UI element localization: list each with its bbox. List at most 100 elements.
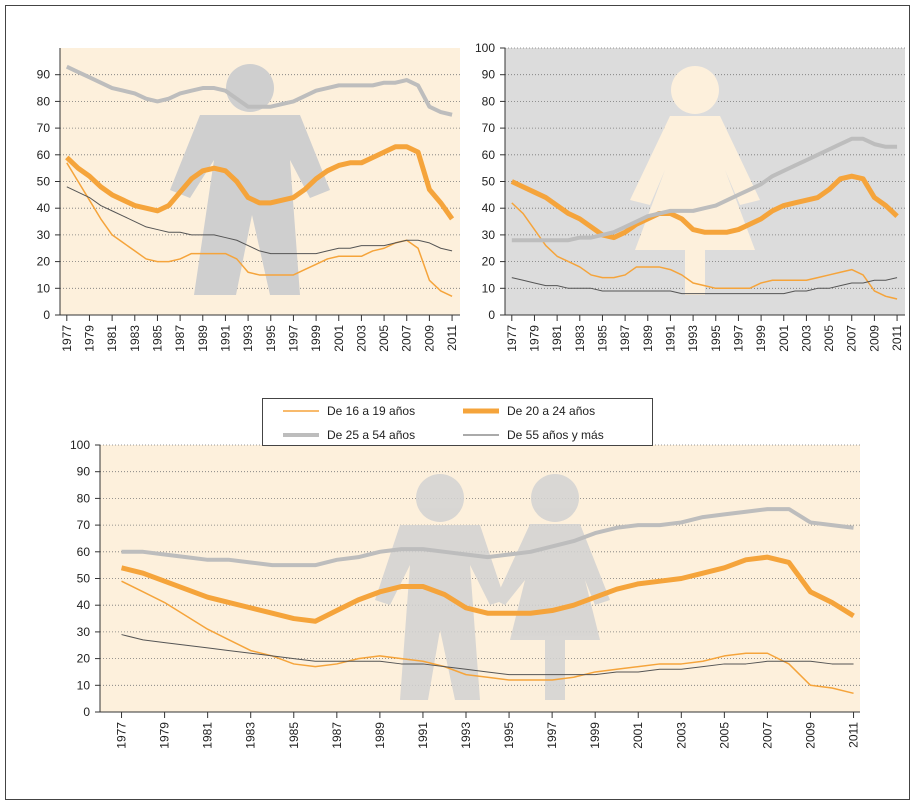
x-tick-label: 2011 [890,325,904,351]
y-tick-label: 0 [43,308,50,322]
x-tick-label: 1999 [588,722,602,749]
y-tick-label: 10 [77,678,91,692]
y-tick-label: 80 [482,94,496,108]
series-line [121,507,854,568]
x-tick-label: 1993 [686,325,700,352]
y-tick-label: 40 [482,201,496,215]
x-tick-label: 2005 [377,325,391,352]
x-tick-label: 2007 [760,722,774,749]
x-tick-label: 1977 [505,325,519,352]
x-tick-label: 1981 [550,325,564,352]
x-tick-label: 2007 [400,325,414,352]
y-tick-label: 20 [37,255,51,269]
series-line [65,144,455,221]
y-tick-label: 10 [37,281,51,295]
y-tick-label: 60 [77,545,91,559]
y-tick-label: 40 [77,598,91,612]
y-tick-label: 50 [482,175,496,189]
x-tick-label: 1977 [115,722,129,749]
x-tick-label: 1985 [595,325,609,352]
legend: De 16 a 19 años De 20 a 24 años De 25 a 54… [283,404,604,442]
series-line [511,202,898,300]
y-tick-label: 50 [77,572,91,586]
x-tick-label: 2001 [777,325,791,352]
x-tick-label: 1997 [731,325,745,352]
x-tick-label: 1991 [663,325,677,352]
legend-label: De 25 a 54 años [327,428,415,442]
y-tick-label: 30 [482,228,496,242]
x-tick-label: 1997 [545,722,559,749]
series-line [65,64,453,117]
x-tick-label: 2011 [445,325,459,351]
x-tick-label: 1987 [618,325,632,352]
x-tick-label: 2007 [845,325,859,352]
x-tick-label: 2009 [867,325,881,352]
y-tick-label: 30 [77,625,91,639]
x-tick-label: 1995 [264,325,278,352]
y-tick-label: 20 [482,255,496,269]
y-tick-label: 0 [488,308,495,322]
x-tick-label: 1989 [373,722,387,749]
y-tick-label: 60 [482,148,496,162]
woman-figure [630,66,760,295]
plots: 0 10 20 30 40 50 60 70 80 90 1977 1979 1981 1983 1985 1… [37,41,905,749]
x-tick-label: 2005 [822,325,836,352]
x-tick-label: 2005 [717,722,731,749]
y-tick-label: 60 [37,148,51,162]
x-tick-label: 1985 [287,722,301,749]
y-tick-label: 30 [37,228,51,242]
x-tick-label: 2001 [631,722,645,749]
x-tick-label: 1999 [309,325,323,352]
x-tick-label: 1995 [502,722,516,749]
x-tick-label: 1983 [573,325,587,352]
y-tick-label: 50 [37,175,51,189]
series-line [121,580,854,695]
x-tick-label: 1979 [527,325,541,352]
series-line [66,162,453,297]
x-tick-label: 1981 [201,722,215,749]
x-tick-label: 1993 [459,722,473,749]
y-tick-label: 90 [482,68,496,82]
x-tick-label: 1989 [196,325,210,352]
x-tick-label: 2009 [422,325,436,352]
x-tick-label: 1993 [241,325,255,352]
y-tick-label: 20 [77,652,91,666]
x-tick-label: 1987 [330,722,344,749]
x-tick-label: 2003 [674,722,688,749]
y-tick-label: 90 [77,465,91,479]
x-tick-label: 1987 [173,325,187,352]
y-tick-label: 100 [70,438,90,452]
x-tick-label: 1985 [150,325,164,352]
x-tick-label: 1991 [218,325,232,352]
legend-label: De 16 a 19 años [327,404,415,418]
x-tick-label: 2011 [847,722,861,748]
y-tick-label: 70 [37,121,51,135]
series-line [510,173,899,241]
plot: 0 10 20 30 40 50 60 70 80 90 100 1977 1979 1981 1983 19… [70,438,861,749]
x-tick-label: 1995 [709,325,723,352]
x-tick-label: 1979 [82,325,96,352]
x-tick-label: 2009 [803,722,817,749]
legend-box [262,398,653,446]
y-tick-label: 100 [475,41,495,55]
x-tick-label: 1981 [105,325,119,352]
x-tick-label: 1989 [641,325,655,352]
y-tick-label: 70 [482,121,496,135]
y-tick-label: 80 [37,94,51,108]
x-tick-label: 2001 [332,325,346,352]
x-tick-label: 1999 [754,325,768,352]
x-tick-label: 2003 [354,325,368,352]
series-line [511,136,898,243]
series-line [121,634,854,676]
x-tick-label: 1997 [286,325,300,352]
x-tick-label: 1983 [128,325,142,352]
legend-label: De 55 años y más [507,428,604,442]
y-tick-label: 10 [482,281,496,295]
x-tick-label: 1977 [60,325,74,352]
y-tick-label: 0 [83,705,90,719]
series-line [66,186,453,255]
plot: 0 10 20 30 40 50 60 70 80 90 100 1977 1979 1981 1983 19… [475,41,905,352]
legend-label: De 20 a 24 años [507,404,595,418]
x-tick-label: 1983 [244,722,258,749]
